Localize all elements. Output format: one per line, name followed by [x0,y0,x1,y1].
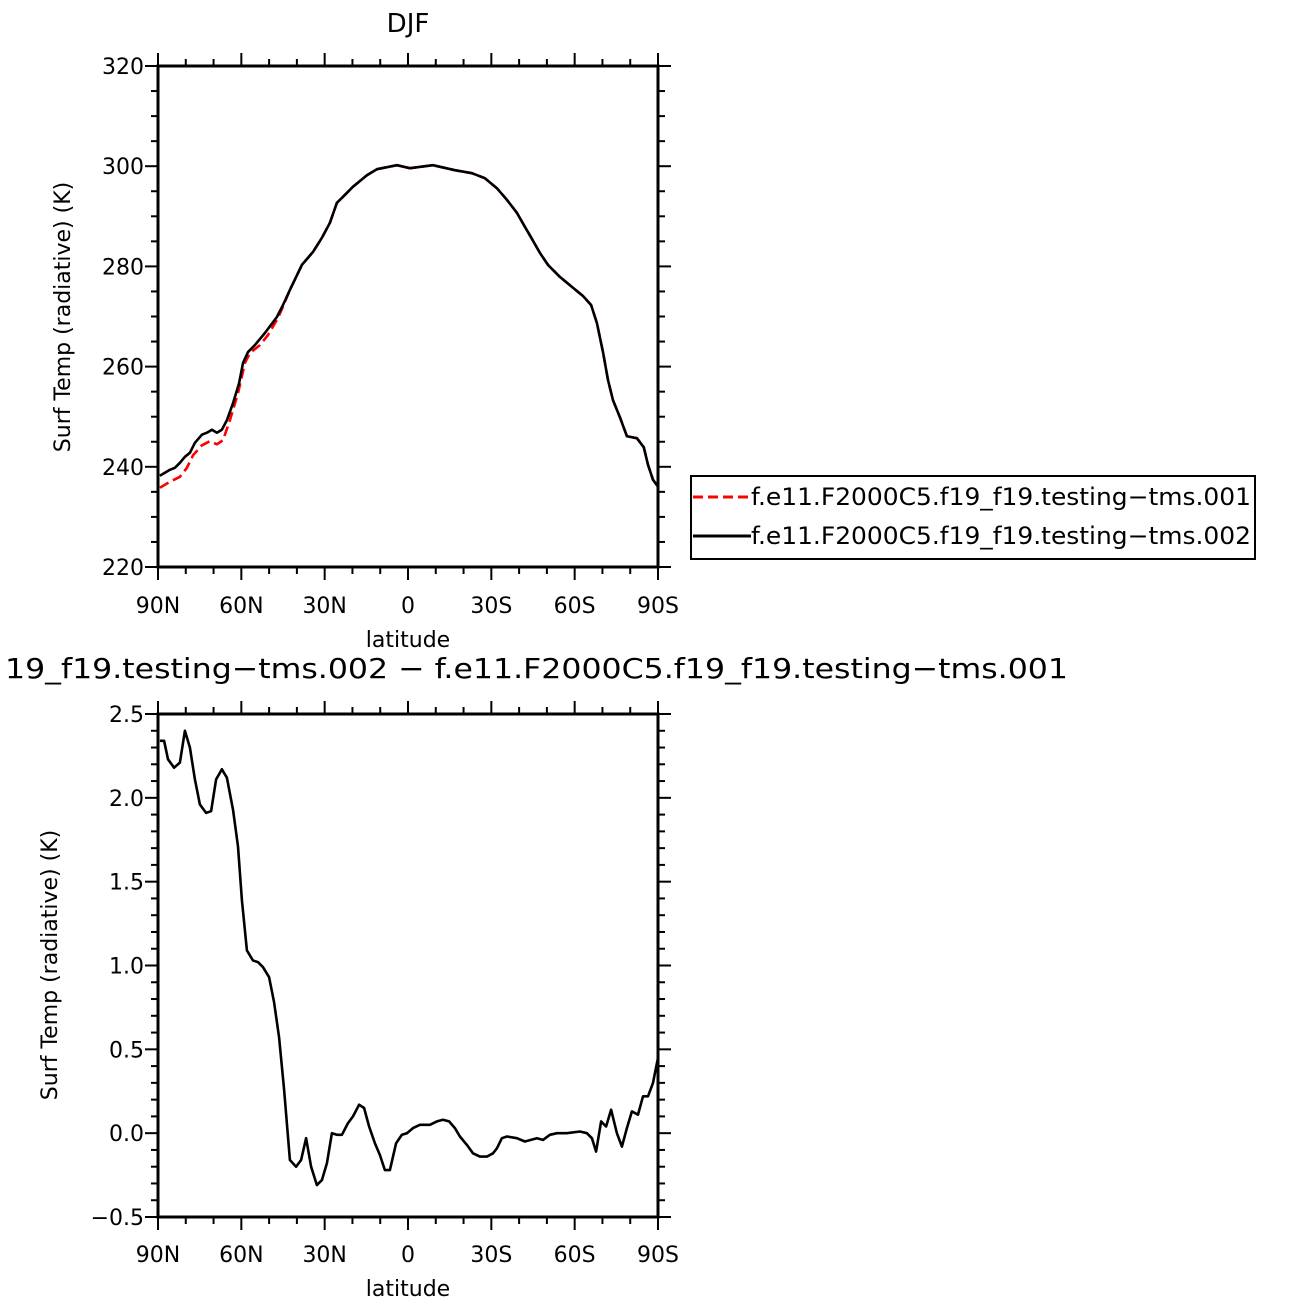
x-tick-label: 60S [554,1243,596,1268]
y-tick-label: 300 [102,155,144,180]
top-title: DJF [387,9,430,39]
x-tick-label: 0 [401,594,415,619]
y-tick-label: 2.5 [109,703,144,728]
top-x-axis-label: latitude [366,628,450,653]
x-tick-label: 30S [470,1243,512,1268]
y-tick-label: 1.0 [109,955,144,980]
x-tick-label: 90N [136,594,180,619]
top-y-axis-label: Surf Temp (radiative) (K) [51,182,76,452]
y-tick-label: 320 [102,55,144,80]
y-tick-label: 2.0 [109,787,144,812]
legend-label-001: f.e11.F2000C5.f19_f19.testing−tms.001 [751,483,1251,511]
y-tick-label: 280 [102,255,144,280]
bottom-x-axis-label: latitude [366,1277,450,1302]
x-tick-label: 90S [637,594,679,619]
x-tick-label: 60N [219,594,263,619]
series-line-002 [159,163,660,488]
x-tick-label: 90S [637,1243,679,1268]
plot-frame [156,712,660,1219]
x-tick-label: 30S [470,594,512,619]
y-tick-label: 220 [102,556,144,581]
bottom-panel: 19_f19.testing−tms.002 − f.e11.F2000C5.f… [5,652,1068,1302]
y-tick-label: 260 [102,356,144,381]
y-tick-label: −0.5 [91,1206,144,1231]
y-tick-label: 1.5 [109,871,144,896]
legend-box [690,475,1256,560]
x-tick-label: 30N [302,1243,346,1268]
top-axes: 90N 60N 30N 0 30S 60S 90S 220 240 260 280 300 320 [102,53,679,619]
legend: f.e11.F2000C5.f19_f19.testing−tms.001 f.… [690,475,1256,560]
bottom-series-group [159,729,660,1187]
series-line-001 [159,163,660,489]
bottom-y-axis-label: Surf Temp (radiative) (K) [38,830,63,1100]
x-tick-label: 0 [401,1243,415,1268]
y-tick-label: 0.5 [109,1038,144,1063]
x-tick-label: 60S [554,594,596,619]
plot-frame [156,64,660,569]
y-tick-label: 240 [102,456,144,481]
bottom-axes: 90N 60N 30N 0 30S 60S 90S −0.5 0.0 0.5 1.0 1.5 2.0 2.… [91,701,679,1268]
legend-label-002: f.e11.F2000C5.f19_f19.testing−tms.002 [751,522,1251,550]
series-line-difference [159,729,660,1187]
y-tick-label: 0.0 [109,1122,144,1147]
top-panel: DJF 90N 60N 30N 0 30S 60S 90S 220 240 260 280 300 32… [51,9,1256,653]
bottom-title: 19_f19.testing−tms.002 − f.e11.F2000C5.f… [5,652,1068,685]
x-tick-label: 30N [302,594,346,619]
x-tick-label: 90N [136,1243,180,1268]
x-tick-label: 60N [219,1243,263,1268]
top-series-group [159,163,660,489]
